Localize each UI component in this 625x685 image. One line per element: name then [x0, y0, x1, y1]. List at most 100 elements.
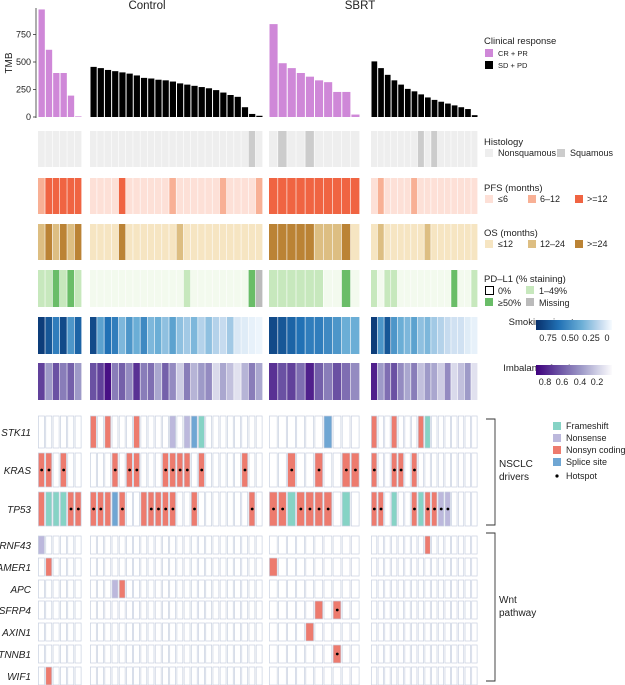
pdl1-cell-control-nonresponders-12 — [169, 270, 176, 307]
mut-cell-kras-control-nonresponders-17 — [205, 452, 212, 488]
pdl1-cell-sbrt-responders-3 — [287, 270, 296, 307]
mut-cell-kras-control-responders-5 — [67, 452, 75, 488]
mut-cell-ctnnb1-control-nonresponders-23 — [248, 644, 256, 664]
smoking-cell-control-nonresponders-14 — [183, 317, 191, 354]
mut-cell-amer1-sbrt-nonresponders-8 — [417, 557, 424, 577]
hotspot-dot-kras-sbrt-nonresponders-1 — [372, 468, 376, 472]
mut-cell-ctnnb1-sbrt-responders-3 — [287, 644, 296, 664]
histology-cell-control-nonresponders-10 — [154, 131, 162, 167]
mut-cell-axin1-sbrt-nonresponders-7 — [411, 622, 418, 642]
pfs-cell-sbrt-nonresponders-2 — [377, 178, 384, 214]
mut-cell-stk11-control-nonresponders-5 — [118, 415, 126, 449]
smoking-cell-control-responders-4 — [60, 317, 67, 354]
os-cell-control-nonresponders-11 — [162, 224, 169, 260]
mut-cell-rnf43-control-nonresponders-7 — [133, 535, 140, 555]
legend-cr-pr-swatch — [485, 49, 493, 57]
mut-cell-sfrp4-sbrt-nonresponders-7 — [411, 600, 418, 620]
pdl1-cell-sbrt-nonresponders-7 — [411, 270, 418, 307]
pfs-cell-sbrt-responders-7 — [323, 178, 333, 214]
imbalance-cell-control-responders-1 — [38, 363, 45, 400]
mut-cell-axin1-sbrt-responders-5 — [305, 622, 314, 642]
mut-cell-ctnnb1-control-responders-5 — [67, 644, 75, 664]
mut-cell-ctnnb1-control-responders-4 — [60, 644, 67, 664]
pfs-cell-sbrt-responders-8 — [332, 178, 342, 214]
mut-cell-tp53-control-responders-2 — [45, 491, 53, 527]
os-cell-control-nonresponders-20 — [226, 224, 234, 260]
mut-cell-wif1-control-nonresponders-8 — [140, 666, 148, 685]
smoking-cell-sbrt-responders-6 — [314, 317, 323, 354]
mut-cell-kras-control-nonresponders-20 — [227, 452, 234, 488]
pfs-cell-sbrt-nonresponders-8 — [417, 178, 424, 214]
legend-os-le12-label: ≤12 — [498, 239, 513, 249]
smoking-cell-sbrt-responders-3 — [287, 317, 296, 354]
mut-cell-tp53-control-nonresponders-6 — [126, 491, 133, 527]
hotspot-dot-tp53-control-nonresponders-23 — [250, 507, 254, 511]
smoking-cell-sbrt-nonresponders-3 — [384, 317, 391, 354]
mut-cell-apc-control-nonresponders-15 — [190, 579, 198, 599]
os-cell-sbrt-nonresponders-2 — [377, 224, 384, 260]
pfs-cell-sbrt-nonresponders-11 — [437, 178, 444, 214]
pdl1-cell-control-nonresponders-2 — [97, 270, 104, 307]
mut-cell-wif1-sbrt-nonresponders-15 — [464, 666, 471, 685]
mut-cell-amer1-sbrt-responders-6 — [314, 557, 324, 577]
mut-cell-sfrp4-sbrt-nonresponders-13 — [451, 600, 458, 620]
pdl1-cell-control-responders-1 — [38, 270, 45, 307]
pdl1-cell-sbrt-nonresponders-2 — [377, 270, 384, 307]
mut-cell-wif1-control-nonresponders-12 — [169, 666, 176, 685]
mut-cell-apc-control-nonresponders-19 — [219, 579, 227, 599]
mut-cell-ctnnb1-control-responders-2 — [45, 644, 53, 664]
mut-cell-rnf43-sbrt-nonresponders-3 — [384, 535, 391, 555]
histology-cell-control-nonresponders-23 — [248, 131, 256, 167]
pdl1-cell-control-responders-6 — [74, 270, 82, 307]
mut-cell-apc-control-nonresponders-3 — [104, 579, 112, 599]
mut-cell-amer1-control-responders-6 — [74, 557, 82, 577]
tmb-bar-control-nonresponders-4 — [112, 71, 119, 117]
mut-cell-wif1-sbrt-responders-4 — [296, 666, 305, 685]
mut-cell-stk11-sbrt-nonresponders-3 — [384, 415, 391, 449]
mut-cell-wif1-sbrt-nonresponders-16 — [471, 666, 478, 685]
histology-cell-control-nonresponders-14 — [183, 131, 191, 167]
pdl1-cell-sbrt-nonresponders-16 — [471, 270, 478, 307]
tmb-bar-control-responders-4 — [60, 73, 67, 117]
mut-cell-amer1-control-nonresponders-20 — [227, 557, 234, 577]
mut-cell-apc-control-nonresponders-8 — [140, 579, 148, 599]
mut-cell-amer1-control-nonresponders-19 — [219, 557, 227, 577]
mut-cell-ctnnb1-sbrt-nonresponders-14 — [457, 644, 465, 664]
os-cell-control-nonresponders-1 — [90, 224, 97, 260]
tmb-bar-sbrt-nonresponders-16 — [471, 115, 478, 117]
legend-hotspot-label: Hotspot — [566, 471, 598, 481]
imbalance-cell-control-nonresponders-19 — [219, 363, 227, 400]
mut-cell-axin1-sbrt-nonresponders-5 — [397, 622, 404, 642]
mut-cell-stk11-control-responders-5 — [67, 415, 75, 449]
pfs-cell-control-nonresponders-19 — [219, 178, 227, 214]
pdl1-cell-sbrt-nonresponders-3 — [384, 270, 391, 307]
mut-cell-stk11-control-nonresponders-9 — [147, 415, 155, 449]
mut-cell-axin1-control-nonresponders-14 — [183, 622, 191, 642]
mut-cell-rnf43-sbrt-nonresponders-1 — [371, 535, 378, 555]
mut-cell-axin1-sbrt-nonresponders-6 — [404, 622, 411, 642]
pfs-cell-control-nonresponders-16 — [198, 178, 205, 214]
mut-cell-sfrp4-sbrt-nonresponders-6 — [404, 600, 411, 620]
os-cell-sbrt-nonresponders-7 — [411, 224, 418, 260]
mut-cell-rnf43-control-nonresponders-20 — [227, 535, 234, 555]
mut-cell-wif1-control-nonresponders-4 — [111, 666, 119, 685]
smoking-cell-sbrt-responders-4 — [296, 317, 305, 354]
mut-cell-rnf43-sbrt-nonresponders-2 — [377, 535, 384, 555]
mut-cell-stk11-sbrt-nonresponders-13 — [451, 415, 458, 449]
tmb-tick-500: 500 — [16, 57, 31, 67]
mut-cell-axin1-control-nonresponders-8 — [140, 622, 148, 642]
mut-cell-tp53-control-nonresponders-21 — [234, 491, 241, 527]
mut-cell-axin1-sbrt-nonresponders-15 — [464, 622, 471, 642]
mut-cell-stk11-control-nonresponders-8 — [140, 415, 148, 449]
mut-cell-stk11-sbrt-responders-1 — [269, 415, 278, 449]
mut-cell-ctnnb1-control-nonresponders-2 — [97, 644, 104, 664]
hotspot-dot-kras-control-responders-4 — [62, 468, 66, 472]
mut-cell-amer1-control-nonresponders-1 — [90, 557, 97, 577]
tmb-bar-sbrt-nonresponders-12 — [445, 103, 451, 117]
mut-cell-ctnnb1-sbrt-nonresponders-15 — [464, 644, 471, 664]
tmb-bar-sbrt-responders-10 — [351, 114, 360, 117]
imbalance-cell-sbrt-nonresponders-11 — [437, 363, 444, 400]
hotspot-dot-tp53-sbrt-nonresponders-10 — [433, 507, 436, 511]
os-cell-sbrt-responders-2 — [278, 224, 287, 260]
mut-cell-wif1-sbrt-responders-1 — [269, 666, 278, 685]
